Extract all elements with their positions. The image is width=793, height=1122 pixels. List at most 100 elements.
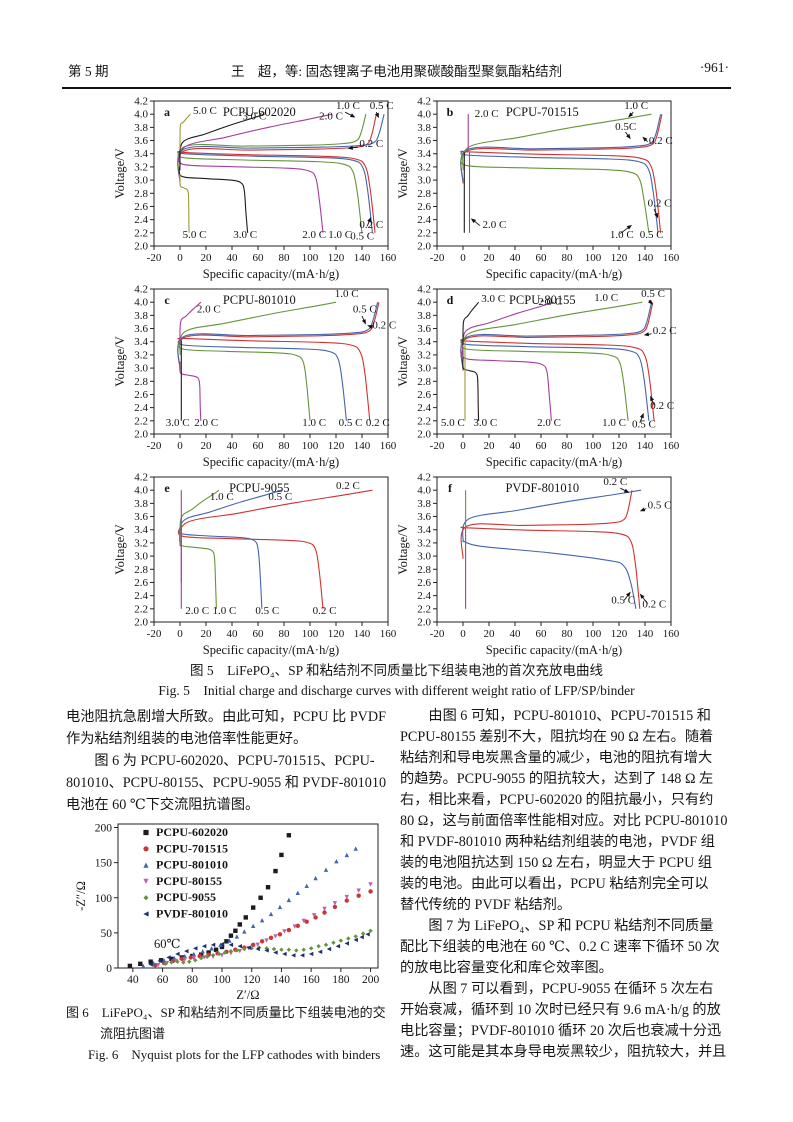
- svg-text:PCPU-80155: PCPU-80155: [509, 293, 576, 307]
- svg-text:0.5 C: 0.5 C: [268, 491, 292, 503]
- svg-text:160: 160: [663, 252, 680, 264]
- text-line: 粘结剂和导电炭黑含量的减少，电池的阻抗有增大: [400, 750, 713, 766]
- svg-text:80: 80: [187, 974, 199, 986]
- right-column: 由图 6 可知，PCPU-801010、PCPU-701515 和 PCPU-80…: [400, 706, 732, 1063]
- svg-text:3.4: 3.4: [417, 524, 431, 536]
- svg-text:160: 160: [380, 252, 397, 264]
- figure6-caption-line: 流阻抗图谱: [100, 1026, 166, 1041]
- svg-text:3.8: 3.8: [134, 122, 148, 134]
- svg-text:0.5 C: 0.5 C: [632, 418, 656, 430]
- svg-text:40: 40: [510, 252, 522, 264]
- figure5-caption-cn: 图 5 LiFePO₄、SP 和粘结剂不同质量比下组装电池的首次充放电曲线: [190, 663, 603, 678]
- svg-text:120: 120: [328, 440, 345, 452]
- text-line: 速。这可能是其本身导电炭黑较少，阻抗较大，并且: [400, 1044, 727, 1060]
- svg-text:PCPU-801010: PCPU-801010: [223, 293, 296, 307]
- svg-text:1.0 C: 1.0 C: [210, 491, 234, 503]
- svg-text:20: 20: [484, 628, 496, 640]
- svg-text:0.2 C: 0.2 C: [366, 417, 390, 429]
- svg-text:160: 160: [380, 440, 397, 452]
- svg-text:2.4: 2.4: [417, 214, 431, 226]
- svg-text:Voltage/V: Voltage/V: [396, 148, 410, 198]
- header-rule: [62, 87, 731, 89]
- svg-text:3.8: 3.8: [134, 310, 148, 322]
- text-line: 右，相比来看，PCPU-602020 的阻抗最小，只有约: [400, 792, 714, 808]
- svg-text:2.8: 2.8: [417, 376, 431, 388]
- svg-text:Voltage/V: Voltage/V: [396, 336, 410, 386]
- svg-text:2.0 C: 2.0 C: [302, 229, 326, 241]
- svg-text:3.0: 3.0: [134, 551, 148, 563]
- svg-text:4.2: 4.2: [417, 284, 431, 296]
- svg-text:PCPU-701515: PCPU-701515: [156, 841, 228, 855]
- svg-text:Voltage/V: Voltage/V: [396, 524, 410, 574]
- svg-text:2.8: 2.8: [417, 564, 431, 576]
- svg-text:0.2 C: 0.2 C: [359, 219, 383, 231]
- text-line: 配比下组装的电池在 60 ℃、0.2 C 速率下循环 50 次: [400, 939, 720, 955]
- svg-text:140: 140: [354, 628, 371, 640]
- svg-text:40: 40: [510, 440, 522, 452]
- svg-text:2.6: 2.6: [134, 389, 148, 401]
- svg-text:4.0: 4.0: [134, 297, 148, 309]
- svg-text:Voltage/V: Voltage/V: [113, 524, 127, 574]
- svg-text:3.4: 3.4: [134, 336, 148, 348]
- svg-text:-20: -20: [430, 440, 445, 452]
- svg-text:3.6: 3.6: [134, 135, 148, 147]
- svg-text:3.0: 3.0: [417, 175, 431, 187]
- svg-text:4.0: 4.0: [417, 485, 431, 497]
- svg-text:20: 20: [201, 252, 213, 264]
- svg-text:100: 100: [585, 252, 602, 264]
- svg-text:Specific capacity/(mA·h/g): Specific capacity/(mA·h/g): [486, 455, 622, 469]
- svg-text:4.0: 4.0: [134, 485, 148, 497]
- svg-text:Specific capacity/(mA·h/g): Specific capacity/(mA·h/g): [203, 455, 339, 469]
- svg-text:3.6: 3.6: [417, 323, 431, 335]
- text-line: 的趋势。PCPU-9055 的阻抗较大，达到了 148 Ω 左: [400, 771, 714, 787]
- svg-text:0: 0: [106, 963, 112, 975]
- svg-text:0.2 C: 0.2 C: [372, 320, 396, 332]
- text-line: 的放电比容量变化和库仑效率图。: [400, 960, 613, 976]
- svg-text:0.2 C: 0.2 C: [603, 476, 627, 488]
- svg-text:2.0 C: 2.0 C: [197, 304, 221, 316]
- svg-text:1.0 C: 1.0 C: [594, 292, 618, 304]
- svg-text:3.8: 3.8: [417, 122, 431, 134]
- svg-text:1.0 C: 1.0 C: [213, 605, 237, 617]
- svg-text:2.0: 2.0: [134, 429, 148, 441]
- figure6-caption-line: 图 6 LiFePO₄、SP 和粘结剂不同质量比下组装电池的交: [66, 1005, 386, 1020]
- svg-text:120: 120: [328, 628, 345, 640]
- svg-text:2.2: 2.2: [417, 415, 431, 427]
- svg-text:3.0 C: 3.0 C: [242, 110, 266, 122]
- text-line: 和 PVDF-801010 两种粘结剂组装的电池，PVDF 组: [400, 834, 715, 850]
- svg-text:60: 60: [253, 440, 265, 452]
- svg-text:3.0: 3.0: [417, 363, 431, 375]
- svg-text:5.0 C: 5.0 C: [193, 105, 217, 117]
- svg-text:4.0: 4.0: [134, 109, 148, 121]
- svg-text:3.0: 3.0: [134, 175, 148, 187]
- svg-text:140: 140: [637, 252, 654, 264]
- svg-text:3.0 C: 3.0 C: [481, 293, 505, 305]
- svg-text:0.5 C: 0.5 C: [641, 288, 665, 300]
- svg-text:3.0: 3.0: [134, 363, 148, 375]
- svg-text:0: 0: [177, 440, 183, 452]
- svg-text:0: 0: [460, 628, 466, 640]
- svg-text:Specific capacity/(mA·h/g): Specific capacity/(mA·h/g): [486, 643, 622, 657]
- chart-panel-e: -20 0 20 40 60 80 100 120 140 160 2.0 2.2 2.4 2.6 2.8 3…: [113, 470, 397, 658]
- svg-text:0.2 C: 0.2 C: [359, 138, 383, 150]
- figure6-caption: 图 6 LiFePO₄、SP 和粘结剂不同质量比下组装电池的交 流阻抗图谱 Fig.…: [66, 1002, 398, 1065]
- text-line: 801010、PCPU-80155、PCPU-9055 和 PVDF-80101…: [66, 775, 387, 791]
- svg-text:2.0: 2.0: [417, 241, 431, 253]
- svg-text:20: 20: [484, 440, 496, 452]
- svg-text:Specific capacity/(mA·h/g): Specific capacity/(mA·h/g): [486, 267, 622, 281]
- svg-text:3.0 C: 3.0 C: [233, 229, 257, 241]
- svg-text:2.0: 2.0: [134, 241, 148, 253]
- svg-text:0.2 C: 0.2 C: [649, 135, 673, 147]
- running-title: 王 超，等: 固态锂离子电池用聚碳酸酯型聚氨酯粘结剂: [230, 64, 563, 79]
- svg-text:100: 100: [213, 974, 231, 986]
- svg-text:100: 100: [585, 628, 602, 640]
- svg-text:2.6: 2.6: [417, 201, 431, 213]
- svg-text:Voltage/V: Voltage/V: [113, 148, 127, 198]
- svg-text:2.4: 2.4: [134, 402, 148, 414]
- text-line: 开始衰减，循环到 10 次时已经只有 9.6 mA·h/g 的放: [400, 1002, 721, 1018]
- svg-text:0.5 C: 0.5 C: [370, 100, 394, 112]
- svg-text:2.4: 2.4: [134, 590, 148, 602]
- svg-text:0.2 C: 0.2 C: [653, 325, 677, 337]
- svg-text:4.0: 4.0: [417, 109, 431, 121]
